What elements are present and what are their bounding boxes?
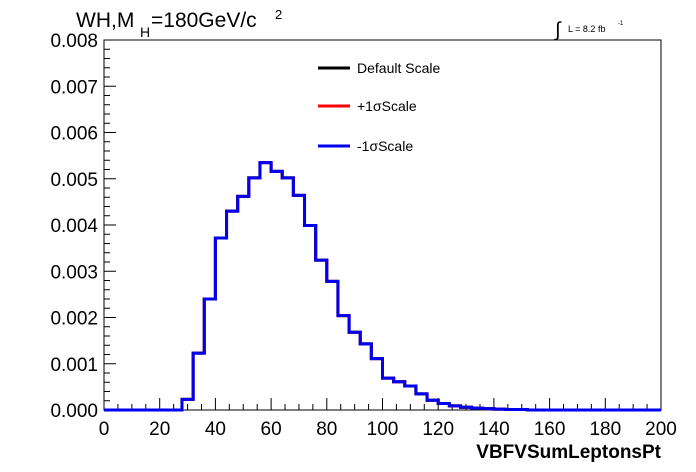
- y-tick-label: 0.004: [50, 216, 98, 237]
- x-tick-label: 80: [316, 419, 337, 440]
- y-tick-label: 0.002: [50, 309, 98, 330]
- y-tick-label: 0.000: [50, 401, 98, 422]
- plot-frame: [103, 39, 662, 411]
- y-tick-label: 0.006: [50, 124, 98, 145]
- title-subscript: H: [140, 24, 150, 40]
- series-layer: [104, 161, 661, 412]
- y-tick-label: 0.003: [50, 262, 98, 283]
- x-tick-label: 200: [645, 419, 677, 440]
- x-tick-label: 100: [367, 419, 399, 440]
- luminosity-superscript: -1: [618, 21, 624, 27]
- legend-label: -1σScale: [357, 138, 413, 154]
- x-tick-label: 120: [422, 419, 454, 440]
- legend: Default Scale +1σScale -1σScale: [318, 60, 440, 154]
- chart-title: WH,M H =180GeV/c 2: [76, 7, 282, 40]
- x-tick-label: 180: [589, 419, 621, 440]
- y-tick-label: 0.001: [50, 355, 98, 376]
- luminosity-label: ∫ L = 8.2 fb -1: [554, 19, 624, 41]
- legend-label: +1σScale: [357, 98, 417, 114]
- x-tick-label: 20: [149, 419, 170, 440]
- x-axis-label: VBFVSumLeptonsPt: [476, 442, 661, 463]
- axes: 0.000 0.001 0.002 0.003 0.004 0.005 0.006 0.007…: [50, 31, 676, 440]
- x-tick-label: 60: [261, 419, 282, 440]
- y-tick-label: 0.005: [50, 170, 98, 191]
- luminosity-text: L = 8.2 fb: [568, 24, 605, 34]
- integral-symbol: ∫: [554, 19, 562, 41]
- x-tick-label: 140: [478, 419, 510, 440]
- x-tick-label: 0: [99, 419, 110, 440]
- title-superscript: 2: [275, 7, 282, 22]
- series-line: [104, 161, 661, 412]
- title-prefix: WH,M: [76, 9, 134, 32]
- x-tick-label: 40: [205, 419, 226, 440]
- x-tick-label: 160: [534, 419, 566, 440]
- legend-label: Default Scale: [357, 60, 440, 76]
- y-tick-label: 0.008: [50, 31, 98, 52]
- title-main: =180GeV/c: [151, 9, 257, 32]
- y-tick-label: 0.007: [50, 77, 98, 98]
